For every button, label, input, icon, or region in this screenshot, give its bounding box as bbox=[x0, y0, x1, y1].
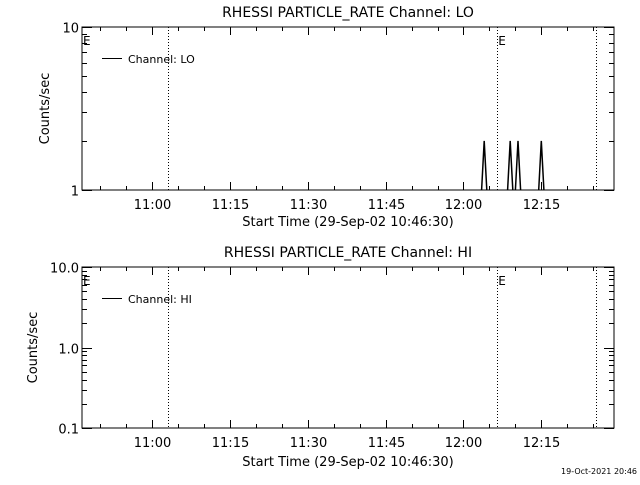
x-axis-label: Start Time (29-Sep-02 10:46:30) bbox=[242, 215, 453, 230]
legend-label: Channel: HI bbox=[128, 293, 192, 306]
y-tick-label: 1 bbox=[71, 185, 79, 200]
x-tick-label: 11:00 bbox=[134, 436, 171, 451]
x-axis-label: Start Time (29-Sep-02 10:46:30) bbox=[242, 455, 453, 470]
series-line bbox=[480, 140, 488, 191]
event-marker-label: E bbox=[498, 34, 506, 48]
series-line bbox=[506, 140, 514, 191]
x-tick-label: 11:30 bbox=[290, 436, 327, 451]
chart-title: RHESSI PARTICLE_RATE Channel: HI bbox=[224, 245, 472, 261]
series-line bbox=[514, 140, 522, 191]
y-axis-label: Counts/sec bbox=[38, 73, 53, 145]
y-tick-label: 0.1 bbox=[58, 423, 79, 438]
x-tick-label: 11:15 bbox=[212, 436, 249, 451]
chart-title: RHESSI PARTICLE_RATE Channel: LO bbox=[222, 5, 474, 21]
plot-frame bbox=[81, 266, 615, 429]
x-tick-label: 11:30 bbox=[290, 198, 327, 213]
x-tick-label: 12:15 bbox=[523, 436, 560, 451]
plot-frame bbox=[81, 26, 615, 191]
y-axis-label: Counts/sec bbox=[26, 312, 41, 384]
y-tick-label: 10 bbox=[62, 22, 79, 37]
series-line bbox=[537, 140, 545, 191]
legend-label: Channel: LO bbox=[128, 53, 195, 66]
x-tick-label: 11:45 bbox=[368, 436, 405, 451]
x-tick-label: 11:15 bbox=[212, 198, 249, 213]
event-marker-label: E bbox=[83, 34, 91, 48]
x-tick-label: 11:00 bbox=[134, 198, 171, 213]
x-tick-label: 11:45 bbox=[368, 198, 405, 213]
footer-timestamp: 19-Oct-2021 20:46 bbox=[561, 467, 637, 476]
x-tick-label: 12:00 bbox=[445, 198, 482, 213]
event-marker-label: E bbox=[83, 274, 91, 288]
y-tick-label: 10.0 bbox=[50, 262, 79, 277]
y-tick-label: 1.0 bbox=[58, 343, 79, 358]
x-tick-label: 12:00 bbox=[445, 436, 482, 451]
event-marker-label: E bbox=[498, 274, 506, 288]
x-tick-label: 12:15 bbox=[523, 198, 560, 213]
